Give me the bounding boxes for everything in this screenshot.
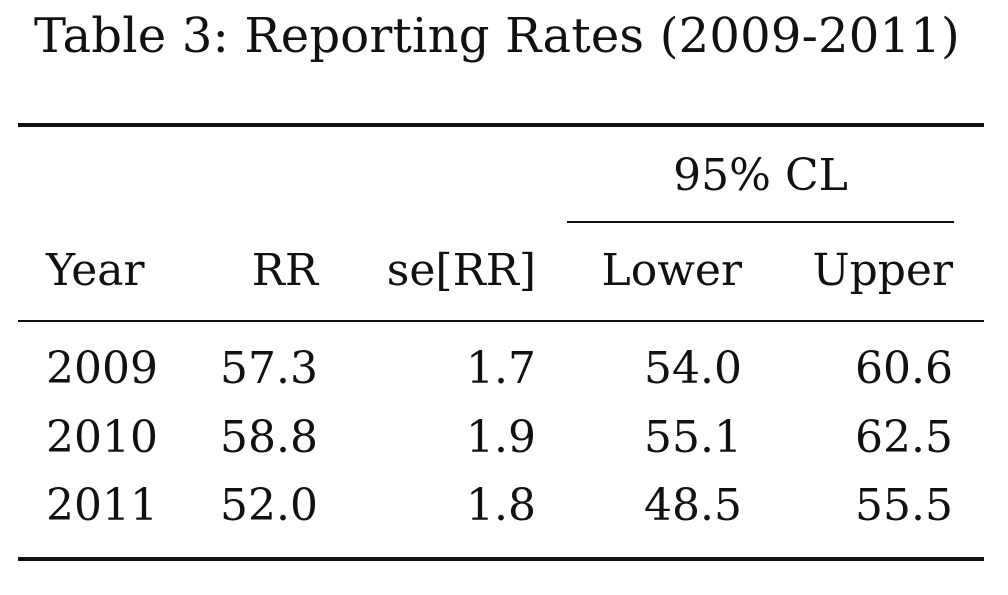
cell-upper: 55.5 xyxy=(855,480,953,531)
cell-year: 2011 xyxy=(46,480,158,531)
header-rule xyxy=(18,320,984,322)
cell-lower: 55.1 xyxy=(644,412,742,463)
top-rule xyxy=(18,123,984,127)
column-header-lower: Lower xyxy=(601,245,742,296)
cell-se-rr: 1.8 xyxy=(466,480,536,531)
cell-year: 2010 xyxy=(46,412,158,463)
cell-lower: 54.0 xyxy=(644,343,742,394)
cell-se-rr: 1.9 xyxy=(466,412,536,463)
column-header-year: Year xyxy=(46,245,145,296)
cell-lower: 48.5 xyxy=(644,480,742,531)
cell-rr: 58.8 xyxy=(220,412,318,463)
confidence-limit-group-header: 95% CL xyxy=(673,150,848,201)
cell-rr: 52.0 xyxy=(220,480,318,531)
column-header-rr: RR xyxy=(251,245,318,296)
bottom-rule xyxy=(18,557,984,561)
cell-rr: 57.3 xyxy=(220,343,318,394)
table-caption: Table 3: Reporting Rates (2009-2011) xyxy=(34,8,960,64)
column-header-upper: Upper xyxy=(812,245,954,296)
cell-se-rr: 1.7 xyxy=(466,343,536,394)
cell-year: 2009 xyxy=(46,343,158,394)
group-header-rule xyxy=(567,221,954,223)
cell-upper: 62.5 xyxy=(855,412,953,463)
column-header-se-rr: se[RR] xyxy=(386,245,536,296)
cell-upper: 60.6 xyxy=(855,343,953,394)
